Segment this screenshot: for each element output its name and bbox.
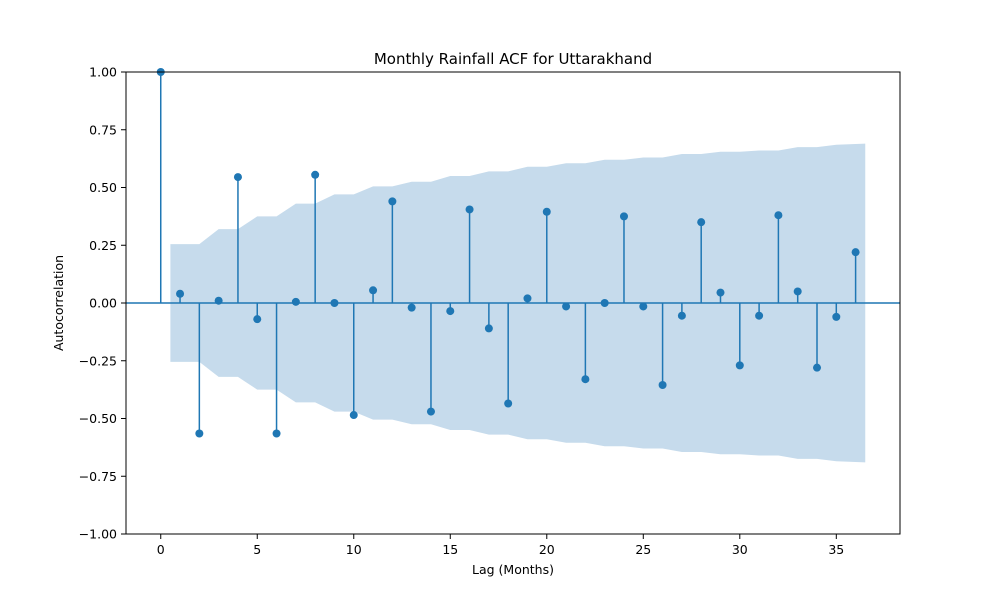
acf-point <box>176 289 185 298</box>
acf-point <box>426 407 435 416</box>
x-tick-label: 0 <box>157 542 165 557</box>
acf-point <box>542 207 551 216</box>
y-tick-label: −1.00 <box>79 527 117 542</box>
x-axis-label: Lag (Months) <box>472 562 554 577</box>
acf-point <box>407 303 416 312</box>
acf-point <box>349 411 358 420</box>
acf-point <box>446 307 455 316</box>
acf-point <box>735 361 744 370</box>
acf-point <box>214 296 223 305</box>
y-tick-label: 0.50 <box>89 180 117 195</box>
acf-point <box>233 173 242 182</box>
acf-point <box>793 287 802 296</box>
acf-point <box>813 363 822 372</box>
acf-point <box>369 286 378 295</box>
y-tick-label: 1.00 <box>89 65 117 80</box>
acf-point <box>639 302 648 311</box>
acf-point <box>619 212 628 221</box>
acf-point <box>774 211 783 220</box>
acf-point <box>195 429 204 438</box>
acf-point <box>851 248 860 257</box>
acf-stems-layer <box>156 68 860 438</box>
acf-point <box>562 302 571 311</box>
x-tick-label: 35 <box>828 542 844 557</box>
acf-point <box>658 381 667 390</box>
acf-point <box>523 294 532 303</box>
acf-point <box>832 312 841 321</box>
x-tick-label: 15 <box>442 542 458 557</box>
acf-point <box>330 299 339 307</box>
acf-point <box>755 311 764 320</box>
x-tick-label: 25 <box>635 542 651 557</box>
acf-point <box>311 170 320 179</box>
acf-point <box>581 375 590 384</box>
y-axis-label: Autocorrelation <box>51 255 66 351</box>
y-tick-label: 0.75 <box>89 122 117 137</box>
chart-title: Monthly Rainfall ACF for Uttarakhand <box>374 50 652 68</box>
acf-point <box>677 311 686 320</box>
acf-point <box>465 205 474 214</box>
acf-point <box>388 197 397 206</box>
acf-point <box>291 297 300 306</box>
acf-point <box>253 315 262 324</box>
acf-point <box>272 429 281 438</box>
x-tick-label: 30 <box>732 542 748 557</box>
y-tick-label: −0.75 <box>79 469 117 484</box>
acf-point <box>484 324 493 333</box>
acf-point <box>697 218 706 227</box>
axes-layer: 0 5 10 15 20 25 30 35 −1.00 −0.75 −0.50 −0.25 0.00 0.… <box>79 65 901 557</box>
y-tick-label: −0.25 <box>79 353 117 368</box>
acf-point <box>600 299 609 307</box>
x-tick-label: 10 <box>346 542 362 557</box>
x-tick-label: 20 <box>539 542 555 557</box>
y-tick-label: 0.25 <box>89 238 117 253</box>
y-tick-label: −0.50 <box>79 411 117 426</box>
x-tick-label: 5 <box>253 542 261 557</box>
y-tick-label: 0.00 <box>89 296 117 311</box>
acf-point <box>716 288 725 297</box>
acf-point <box>504 399 513 408</box>
